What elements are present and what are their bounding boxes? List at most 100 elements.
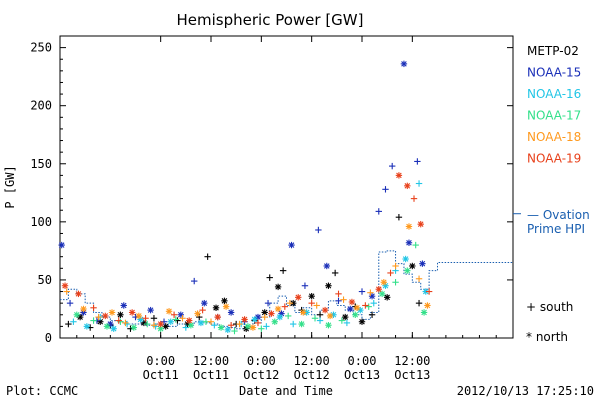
south-point-noaa-15 (264, 299, 272, 307)
north-point-noaa-16 (83, 323, 91, 330)
north-point-metp-02 (274, 283, 282, 291)
north-point-noaa-18 (108, 309, 116, 316)
legend-entry: NOAA-15 (527, 66, 581, 80)
south-point-noaa-19 (308, 299, 315, 307)
north-point-noaa-19 (61, 282, 69, 289)
south-point-noaa-19 (142, 315, 149, 322)
south-point-metp-02 (395, 214, 403, 221)
south-point-noaa-15 (66, 299, 74, 307)
south-point-noaa-15 (389, 162, 396, 170)
north-point-noaa-19 (75, 290, 82, 298)
y-axis: 0 50 100 150 200 250 (30, 41, 513, 345)
y-axis-label: P [GW] (3, 165, 17, 208)
north-point-noaa-17 (244, 323, 252, 330)
north-point-noaa-15 (288, 241, 295, 249)
south-point-metp-02 (368, 311, 376, 318)
north-point-noaa-19 (185, 317, 193, 324)
legend-entry: NOAA-17 (527, 109, 581, 123)
north-point-noaa-16 (197, 319, 205, 327)
north-point-noaa-17 (352, 311, 359, 318)
south-point-noaa-16 (263, 323, 270, 330)
south-point-noaa-18 (415, 275, 423, 282)
north-point-noaa-18 (353, 304, 361, 311)
north-point-noaa-15 (107, 320, 114, 328)
north-point-noaa-16 (167, 318, 174, 325)
north-point-noaa-15 (201, 299, 208, 307)
south-point-noaa-19 (90, 304, 97, 311)
south-point-noaa-19 (387, 269, 394, 277)
south-point-noaa-18 (367, 289, 374, 296)
south-point-noaa-17 (365, 303, 372, 310)
south-point-metp-02 (279, 267, 287, 274)
ovation-label-line1: — Ovation (527, 208, 590, 222)
south-point-metp-02 (150, 315, 158, 322)
north-point-noaa-19 (241, 316, 248, 323)
y-tick-label: 150 (30, 157, 52, 171)
south-point-metp-02 (204, 253, 211, 260)
south-point-noaa-17 (392, 279, 399, 286)
south-point-noaa-19 (281, 303, 289, 310)
y-tick-label: 0 (45, 331, 52, 345)
north-point-metp-02 (117, 311, 124, 318)
north-point-noaa-18 (300, 309, 307, 316)
south-point-noaa-19 (170, 311, 178, 318)
south-point-noaa-19 (227, 322, 235, 329)
south-point-noaa-16 (290, 320, 297, 328)
south-point-noaa-15 (315, 226, 322, 234)
north-point-noaa-19 (268, 310, 275, 317)
north-point-metp-02 (212, 304, 220, 311)
north-point-noaa-17 (217, 324, 225, 331)
x-tick-label-date: Oct13 (394, 368, 430, 382)
north-point-noaa-15 (347, 305, 354, 313)
x-tick-label-time: 12:00 (193, 354, 229, 368)
north-point-noaa-19 (404, 182, 411, 190)
south-point-metp-02 (316, 311, 324, 318)
north-point-noaa-18 (405, 223, 413, 230)
north-point-noaa-15 (400, 60, 408, 68)
north-point-noaa-15 (147, 306, 154, 314)
south-point-noaa-15 (382, 186, 389, 193)
symbol-key-south: + south (526, 300, 573, 314)
south-point-noaa-18 (63, 288, 70, 295)
south-point-noaa-18 (179, 315, 186, 322)
north-point-noaa-19 (417, 220, 424, 228)
north-point-noaa-15 (419, 260, 426, 267)
north-point-noaa-17 (271, 318, 278, 325)
x-tick-label-date: Oct12 (294, 368, 330, 382)
x-tick-label-time: 0:00 (146, 354, 175, 368)
north-point-metp-02 (261, 309, 268, 316)
north-point-noaa-19 (321, 306, 329, 314)
north-point-noaa-18 (194, 310, 201, 317)
x-tick-label-time: 0:00 (348, 354, 377, 368)
south-point-noaa-19 (115, 317, 122, 324)
north-point-noaa-19 (128, 309, 136, 316)
south-point-metp-02 (415, 299, 423, 307)
north-point-noaa-18 (249, 324, 257, 331)
south-point-noaa-18 (313, 302, 320, 309)
north-point-noaa-17 (187, 322, 195, 329)
north-point-metp-02 (409, 262, 416, 270)
south-point-noaa-15 (335, 297, 342, 305)
north-point-metp-02 (383, 294, 391, 301)
symbol-key: + south * north (526, 300, 573, 344)
legend-entry: NOAA-19 (527, 152, 581, 166)
south-point-noaa-16 (123, 320, 131, 328)
x-tick-label-date: Oct11 (193, 368, 229, 382)
north-point-noaa-17 (103, 323, 111, 330)
south-point-noaa-15 (160, 318, 168, 325)
north-point-noaa-18 (274, 305, 282, 313)
north-point-noaa-16 (357, 306, 364, 314)
north-point-noaa-19 (214, 313, 221, 321)
symbol-key-north: * north (526, 330, 568, 344)
south-point-metp-02 (266, 274, 273, 281)
legend-entry: METP-02 (527, 44, 579, 58)
south-point-noaa-19 (335, 290, 342, 298)
north-point-noaa-18 (424, 302, 431, 309)
north-point-metp-02 (221, 297, 228, 305)
south-point-noaa-16 (182, 324, 190, 331)
south-point-noaa-17 (117, 318, 124, 325)
north-point-noaa-15 (254, 313, 262, 321)
north-point-noaa-16 (402, 255, 409, 263)
y-tick-label: 50 (38, 273, 52, 287)
